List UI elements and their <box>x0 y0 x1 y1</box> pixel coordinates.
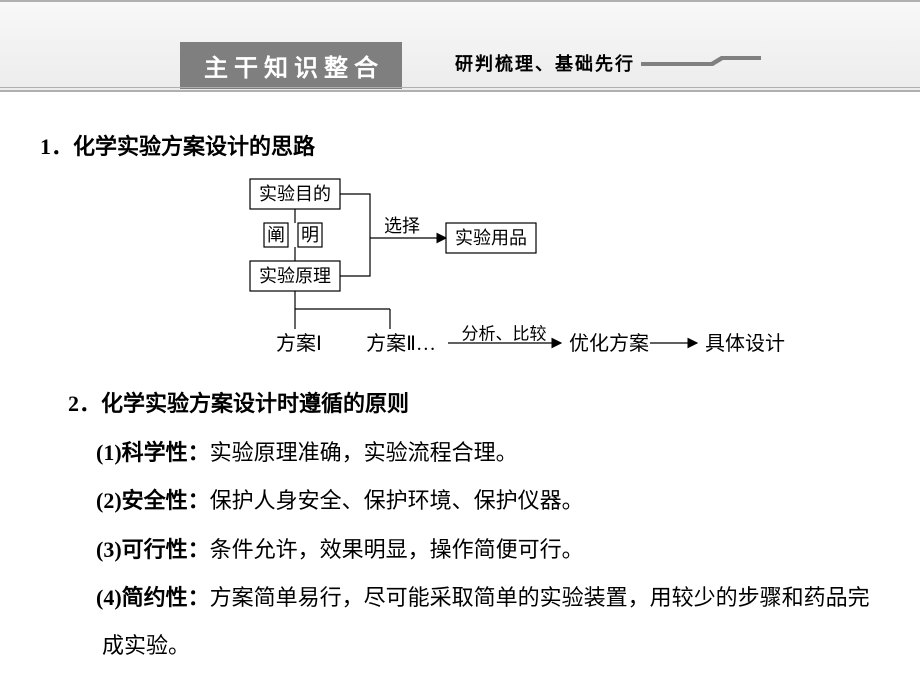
principle-desc: 保护人身安全、保护环境、保护仪器。 <box>210 488 584 513</box>
principle-item: (4)简约性：方案简单易行，尽可能采取简单的实验装置，用较少的步骤和药品完成实验… <box>68 574 880 671</box>
flow-node-label: 实验用品 <box>455 228 527 248</box>
principle-name: 科学性： <box>122 440 210 465</box>
flow-node-label: 明 <box>301 225 319 245</box>
principle-desc: 实验原理准确，实验流程合理。 <box>210 440 518 465</box>
flow-node-label: 分析、比较 <box>462 325 547 344</box>
flow-node-label: 实验原理 <box>259 266 331 286</box>
section-badge: 主干知识整合 <box>180 42 402 89</box>
flow-node-label: 实验目的 <box>259 184 331 204</box>
flow-node-label: 方案Ⅰ <box>276 332 322 355</box>
header-subtitle: 研判梳理、基础先行 <box>455 50 635 76</box>
header-bar: 主干知识整合 研判梳理、基础先行 <box>0 0 920 92</box>
flow-node-label: 方案Ⅱ… <box>366 332 436 355</box>
principle-num: (1) <box>96 440 122 465</box>
section1-title: 1．化学实验方案设计的思路 <box>40 128 880 165</box>
principle-list: (1)科学性：实验原理准确，实验流程合理。(2)安全性：保护人身安全、保护环境、… <box>68 429 880 671</box>
principle-num: (3) <box>96 537 122 562</box>
section2-title: 2．化学实验方案设计时遵循的原则 <box>68 380 880 428</box>
flow-node-label: 具体设计 <box>705 332 785 355</box>
principle-desc: 方案简单易行，尽可能采取简单的实验装置，用较少的步骤和药品完成实验。 <box>102 585 870 658</box>
flow-edge <box>340 194 370 238</box>
principle-item: (1)科学性：实验原理准确，实验流程合理。 <box>68 429 880 477</box>
principle-num: (4) <box>96 585 122 610</box>
principle-item: (2)安全性：保护人身安全、保护环境、保护仪器。 <box>68 477 880 525</box>
header-decoration-icon <box>641 56 761 70</box>
principle-desc: 条件允许，效果明显，操作简便可行。 <box>210 537 584 562</box>
flowchart-diagram: 实验目的阐明实验原理 选择实验用品方案Ⅰ 方案Ⅱ… 分析、比较 优化方案 具体设计 <box>230 175 800 365</box>
flow-edge <box>340 238 370 276</box>
flow-node-label: 优化方案 <box>569 332 649 355</box>
principle-item: (3)可行性：条件允许，效果明显，操作简便可行。 <box>68 526 880 574</box>
principle-name: 可行性： <box>122 537 210 562</box>
principle-name: 安全性： <box>122 488 210 513</box>
principle-name: 简约性： <box>122 585 210 610</box>
section2: 2．化学实验方案设计时遵循的原则 (1)科学性：实验原理准确，实验流程合理。(2… <box>40 380 880 670</box>
page-content: 1．化学实验方案设计的思路 实验目的阐明实验原理 选择实验用品方案Ⅰ 方案Ⅱ… 分析、… <box>0 92 920 671</box>
header-subtitle-wrap: 研判梳理、基础先行 <box>455 50 761 76</box>
flow-node-label: 选择 <box>384 216 420 236</box>
principle-num: (2) <box>96 488 122 513</box>
header-divider <box>0 87 920 88</box>
flow-node-label: 阐 <box>267 225 285 245</box>
